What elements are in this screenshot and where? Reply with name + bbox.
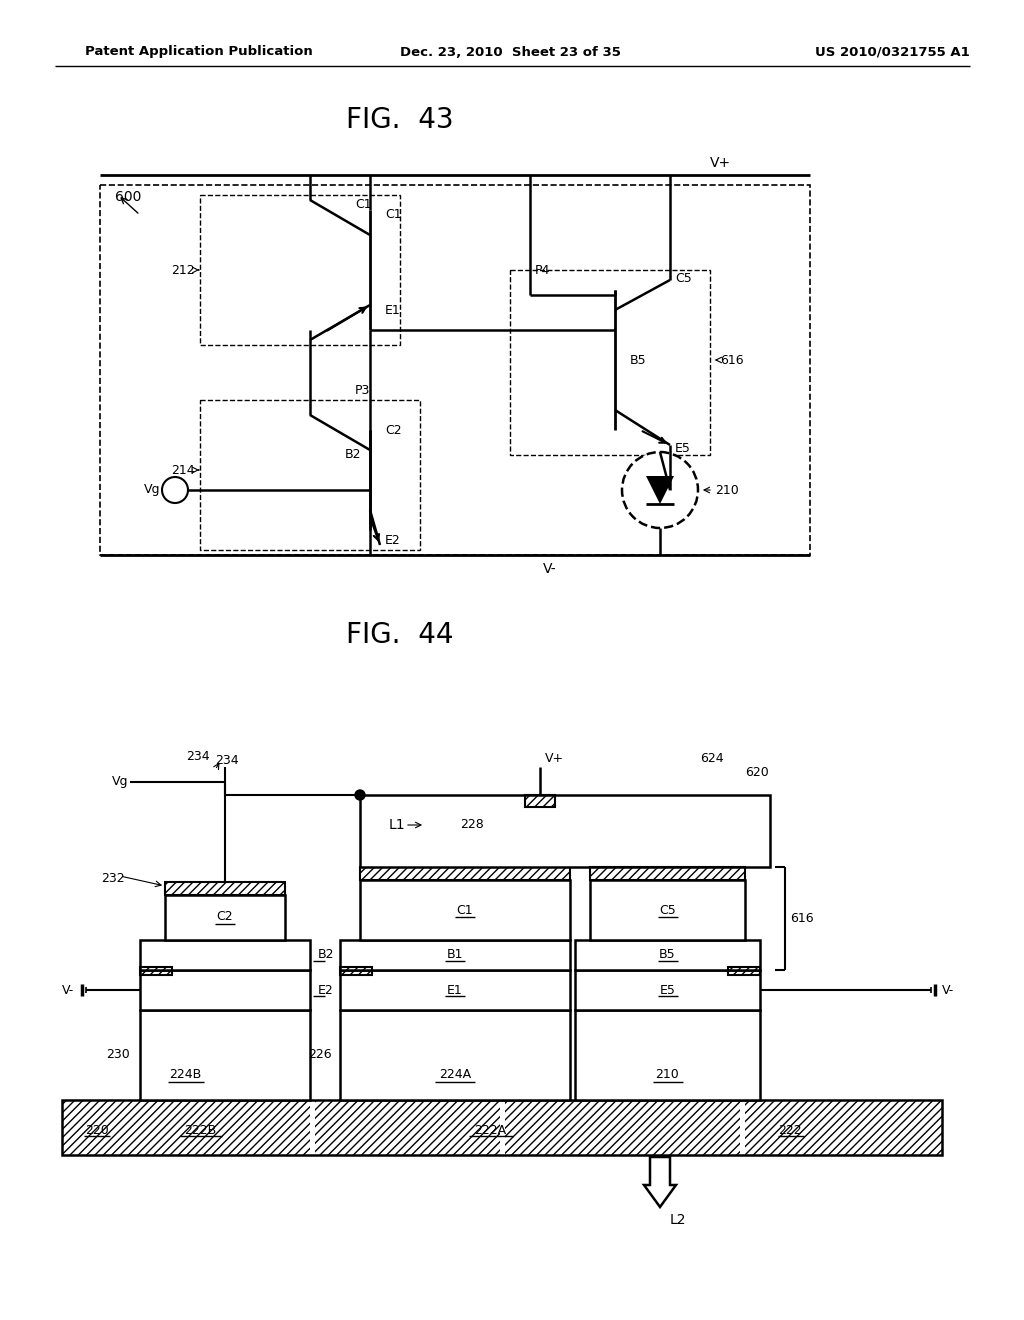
Bar <box>62 1100 942 1155</box>
Bar <box>575 970 760 1010</box>
Text: 212: 212 <box>171 264 195 276</box>
Text: Vg: Vg <box>143 483 160 496</box>
Text: V+: V+ <box>710 156 730 170</box>
Text: C5: C5 <box>675 272 692 285</box>
Text: 220: 220 <box>85 1123 109 1137</box>
Text: C5: C5 <box>659 903 676 916</box>
Text: 616: 616 <box>790 912 814 924</box>
Bar <box>165 882 285 895</box>
Text: P3: P3 <box>355 384 371 396</box>
Text: E2: E2 <box>318 983 334 997</box>
Text: Vg: Vg <box>112 776 128 788</box>
Text: L1: L1 <box>388 818 406 832</box>
Text: C1: C1 <box>355 198 372 211</box>
Text: E1: E1 <box>447 983 463 997</box>
Text: B2: B2 <box>345 449 361 462</box>
Text: B2: B2 <box>318 949 335 961</box>
Circle shape <box>162 477 188 503</box>
Text: 234: 234 <box>186 751 210 763</box>
Text: Patent Application Publication: Patent Application Publication <box>85 45 312 58</box>
Circle shape <box>622 451 698 528</box>
Bar <box>140 970 310 1010</box>
Text: V-: V- <box>62 983 75 997</box>
Text: 228: 228 <box>460 818 483 832</box>
Text: FIG.  43: FIG. 43 <box>346 106 454 135</box>
Text: Dec. 23, 2010  Sheet 23 of 35: Dec. 23, 2010 Sheet 23 of 35 <box>400 45 621 58</box>
Text: 620: 620 <box>745 766 769 779</box>
Text: 226: 226 <box>308 1048 332 1061</box>
Bar <box>575 940 760 970</box>
Bar <box>340 940 570 970</box>
FancyArrow shape <box>416 840 444 867</box>
Text: 224B: 224B <box>169 1068 201 1081</box>
Bar <box>62 1100 310 1155</box>
Bar <box>340 968 372 975</box>
Bar <box>745 1100 942 1155</box>
Text: B5: B5 <box>659 949 676 961</box>
Text: C1: C1 <box>457 903 473 916</box>
Text: 600: 600 <box>115 190 141 205</box>
Bar <box>315 1100 500 1155</box>
Bar <box>525 795 555 807</box>
Bar <box>360 880 570 940</box>
Text: P4: P4 <box>535 264 550 276</box>
Bar <box>360 867 570 880</box>
Text: E5: E5 <box>659 983 676 997</box>
Text: 222: 222 <box>778 1123 802 1137</box>
Text: US 2010/0321755 A1: US 2010/0321755 A1 <box>815 45 970 58</box>
Text: 222B: 222B <box>184 1123 216 1137</box>
Text: 210: 210 <box>715 483 738 496</box>
Bar <box>510 271 710 455</box>
Text: 222A: 222A <box>474 1123 506 1137</box>
Bar <box>575 1010 760 1100</box>
Bar <box>165 895 285 940</box>
Bar <box>140 940 310 970</box>
Text: 234: 234 <box>215 754 239 767</box>
Text: E5: E5 <box>675 441 691 454</box>
Bar <box>505 1100 740 1155</box>
Text: 624: 624 <box>700 751 724 764</box>
Bar <box>728 968 760 975</box>
Bar <box>140 1010 310 1100</box>
Text: E1: E1 <box>385 304 400 317</box>
Bar <box>340 970 570 1010</box>
Text: 230: 230 <box>106 1048 130 1061</box>
Text: V+: V+ <box>545 751 564 764</box>
Text: FIG.  44: FIG. 44 <box>346 620 454 649</box>
Text: C1: C1 <box>385 209 401 222</box>
Text: E2: E2 <box>385 533 400 546</box>
Text: B1: B1 <box>446 949 463 961</box>
Polygon shape <box>646 477 674 504</box>
Circle shape <box>355 789 365 800</box>
Text: V-: V- <box>543 562 557 576</box>
Text: 232: 232 <box>101 871 125 884</box>
Bar <box>590 880 745 940</box>
Text: C2: C2 <box>385 424 401 437</box>
Text: L2: L2 <box>670 1213 686 1228</box>
Text: 214: 214 <box>171 463 195 477</box>
Text: 616: 616 <box>720 354 743 367</box>
Text: 210: 210 <box>655 1068 679 1081</box>
Bar <box>360 795 770 867</box>
Bar <box>140 968 172 975</box>
Bar <box>200 400 420 550</box>
Bar <box>200 195 400 345</box>
Text: B5: B5 <box>630 354 646 367</box>
Bar <box>590 867 745 880</box>
FancyArrow shape <box>644 1158 676 1206</box>
Text: V-: V- <box>942 983 954 997</box>
Bar <box>100 185 810 554</box>
Text: 224A: 224A <box>439 1068 471 1081</box>
Text: C2: C2 <box>217 911 233 924</box>
Bar <box>340 1010 570 1100</box>
